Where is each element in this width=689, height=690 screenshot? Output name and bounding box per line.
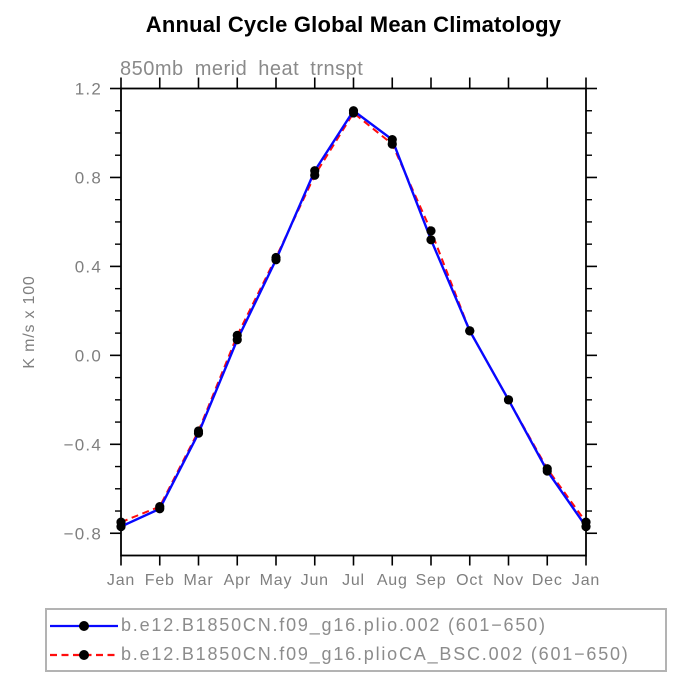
y-axis-ticks: [110, 87, 597, 535]
x-axis-labels: Jan Feb Mar Apr May Jun Jul Aug Sep Oct Nov Dec Jan: [107, 572, 600, 589]
y-tick-label: −0.4: [64, 435, 102, 454]
x-tick-label: May: [260, 572, 293, 589]
x-tick-label: Jan: [107, 572, 135, 589]
legend-marker-icon: [79, 620, 89, 631]
series-line-solid: [120, 109, 587, 528]
x-tick-label: Mar: [184, 572, 214, 589]
series-markers: [116, 106, 591, 532]
legend-item-plioCA-BSC: b.e12.B1850CN.f09_g16.plioCA_BSC.002 (60…: [49, 640, 665, 669]
legend-marker-icon: [79, 649, 89, 660]
y-tick-label: 1.2: [75, 80, 102, 99]
x-axis-ticks: [120, 77, 587, 566]
x-tick-label: Sep: [416, 572, 447, 589]
legend-label-plioCA-BSC: b.e12.B1850CN.f09_g16.plioCA_BSC.002 (60…: [121, 644, 630, 664]
legend-box: b.e12.B1850CN.f09_g16.plio.002 (601−650)…: [45, 608, 667, 672]
y-axis-title: K m/s x 100: [21, 275, 38, 368]
legend-sample-0: [50, 620, 118, 631]
y-tick-label: 0.4: [75, 257, 102, 276]
series-line-dashed: [120, 111, 587, 524]
x-tick-label: Dec: [532, 572, 563, 589]
y-axis-labels: 1.2 0.8 0.4 0.0 −0.4 −0.8: [64, 80, 102, 544]
x-tick-label: Feb: [145, 572, 175, 589]
legend-sample-1: [50, 649, 118, 660]
x-tick-label: Oct: [456, 572, 483, 589]
y-tick-label: −0.8: [64, 524, 102, 543]
x-tick-label: Jul: [342, 572, 365, 589]
legend-label-plio: b.e12.B1850CN.f09_g16.plio.002 (601−650): [121, 615, 547, 635]
x-tick-label: Aug: [377, 572, 408, 589]
x-tick-label: Apr: [224, 572, 251, 589]
axis-frame: [120, 87, 587, 557]
series-markers: [116, 108, 591, 527]
legend-item-plio: b.e12.B1850CN.f09_g16.plio.002 (601−650): [49, 611, 665, 640]
chart-subtitle: 850mb merid heat trnspt: [120, 58, 364, 80]
x-tick-label: Jan: [572, 572, 600, 589]
x-tick-label: Jun: [301, 572, 329, 589]
plot-area: Jan Feb Mar Apr May Jun Jul Aug Sep Oct Nov Dec Jan 1…: [21, 77, 600, 589]
chart-title: Annual Cycle Global Mean Climatology: [145, 12, 562, 37]
x-tick-label: Nov: [493, 572, 524, 589]
y-tick-label: 0.0: [75, 346, 102, 365]
y-tick-label: 0.8: [75, 168, 102, 187]
